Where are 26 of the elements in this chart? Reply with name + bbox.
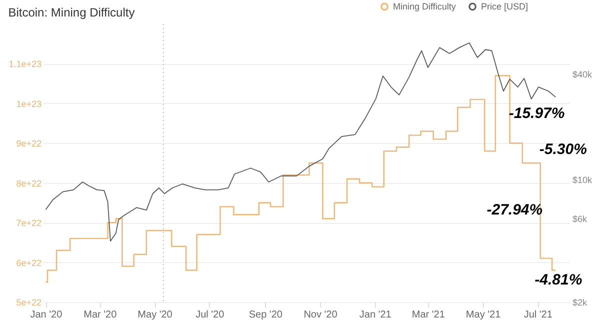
x-tick-label: Jan '20 [30,310,63,320]
y2-tick-label: $40k [572,69,593,80]
x-tick-label: May '21 [466,310,502,320]
y-tick-label: 7e+22 [16,218,42,228]
y2-tick-label: $10k [572,174,593,185]
x-tick-label: Mar '20 [84,310,118,320]
x-tick-label: May '20 [138,310,173,320]
y-tick-label: 8e+22 [16,178,42,188]
y-tick-label: 9e+22 [16,138,42,149]
x-tick-label: Sep '20 [248,310,283,320]
y2-tick-label: $6k [572,214,588,224]
legend-label: Price [USD] [481,2,528,12]
y2-tick-label: $2k [572,298,588,308]
y-tick-label: 5e+22 [16,298,42,308]
x-tick-label: Jul '20 [196,310,225,320]
y-tick-label: 6e+22 [16,258,42,268]
y-tick-label: 1.1e+23 [8,59,42,70]
x-tick-label: Jan '21 [359,310,392,320]
x-tick-label: Nov '20 [304,310,338,320]
annotation: -4.81% [534,271,582,288]
annotation: -5.30% [539,141,587,158]
x-tick-label: Jul '21 [524,310,553,320]
legend-label: Mining Difficulty [393,2,456,12]
chart-title: Bitcoin: Mining Difficulty [8,6,135,20]
y-tick-label: 1e+23 [16,98,42,109]
x-tick-label: Mar '21 [412,310,446,320]
